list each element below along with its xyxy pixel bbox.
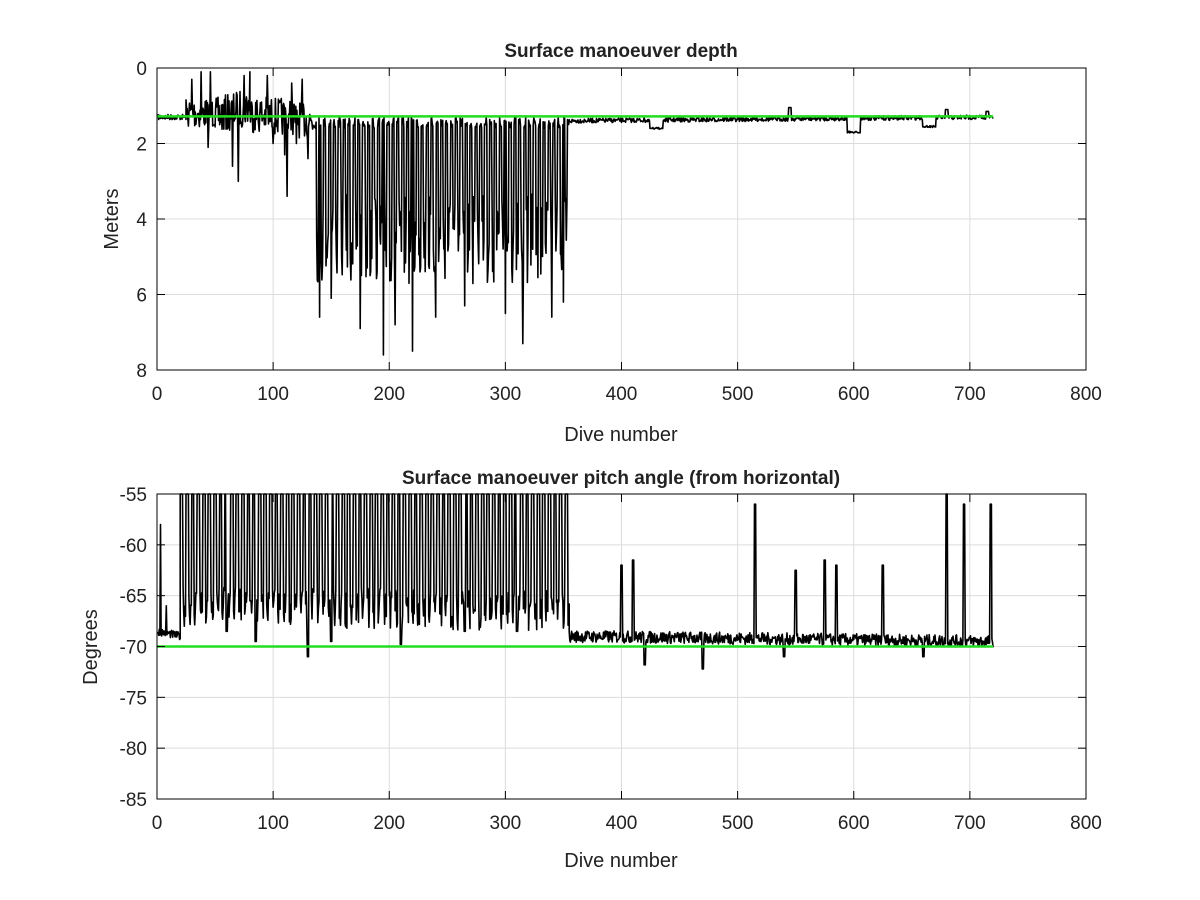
depth-y-tick-label: 0 [136, 59, 147, 80]
pitch-chart-title: Surface manoeuver pitch angle (from hori… [402, 468, 840, 489]
depth-chart: 0 100 200 300 400 500 600 700 800 0 2 4 6 8 Surface … [101, 41, 1102, 446]
pitch-data-line [157, 493, 994, 670]
pitch-chart: 0 100 200 300 400 500 600 700 800 -55 -60 -65 -70 -7… [80, 468, 1102, 872]
depth-x-tick-label: 400 [606, 384, 638, 405]
pitch-x-axis-label: Dive number [564, 850, 678, 872]
depth-x-tick-label: 500 [722, 384, 754, 405]
depth-x-axis-label: Dive number [564, 424, 678, 446]
depth-x-tick-label: 200 [373, 384, 405, 405]
pitch-y-tick-label: -60 [120, 536, 147, 557]
depth-chart-title: Surface manoeuver depth [504, 41, 737, 62]
depth-y-tick-label: 6 [136, 286, 147, 307]
depth-x-tick-label: 300 [490, 384, 522, 405]
pitch-x-tick-label: 400 [606, 813, 638, 834]
depth-x-tick-label: 0 [152, 384, 163, 405]
depth-y-tick-label: 8 [136, 361, 147, 382]
pitch-y-tick-label: -70 [120, 638, 147, 659]
pitch-x-tick-label: 300 [490, 813, 522, 834]
depth-y-tick-label: 4 [136, 210, 147, 231]
pitch-y-tick-label: -75 [120, 688, 147, 709]
pitch-x-tick-label: 200 [373, 813, 405, 834]
depth-series [157, 71, 994, 356]
depth-x-ticks: 0 100 200 300 400 500 600 700 800 [152, 68, 1102, 405]
pitch-y-tick-label: -85 [120, 790, 147, 811]
pitch-y-tick-label: -65 [120, 587, 147, 608]
depth-x-tick-label: 100 [257, 384, 289, 405]
depth-y-ticks: 0 2 4 6 8 [136, 59, 1086, 382]
depth-x-tick-label: 800 [1070, 384, 1102, 405]
depth-data-line [157, 71, 994, 356]
depth-x-tick-label: 600 [838, 384, 870, 405]
pitch-x-tick-label: 700 [954, 813, 986, 834]
pitch-y-axis-label: Degrees [80, 609, 102, 685]
pitch-y-tick-label: -55 [120, 485, 147, 506]
pitch-y-ticks: -55 -60 -65 -70 -75 -80 -85 [120, 485, 1086, 811]
pitch-x-tick-label: 600 [838, 813, 870, 834]
pitch-y-tick-label: -80 [120, 739, 147, 760]
pitch-x-tick-label: 500 [722, 813, 754, 834]
pitch-x-tick-label: 100 [257, 813, 289, 834]
depth-y-tick-label: 2 [136, 135, 147, 156]
depth-x-tick-label: 700 [954, 384, 986, 405]
depth-y-axis-label: Meters [101, 188, 123, 249]
pitch-series [157, 493, 994, 670]
pitch-x-ticks: 0 100 200 300 400 500 600 700 800 [152, 494, 1102, 834]
pitch-x-tick-label: 800 [1070, 813, 1102, 834]
pitch-x-tick-label: 0 [152, 813, 163, 834]
